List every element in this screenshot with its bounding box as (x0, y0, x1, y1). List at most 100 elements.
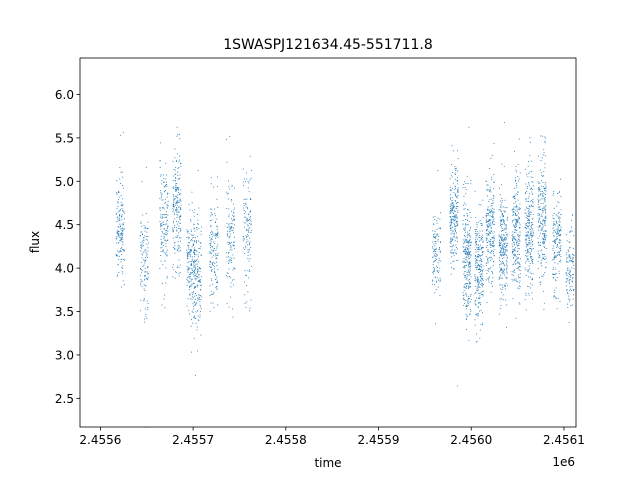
data-point (464, 208, 466, 210)
data-point (568, 251, 570, 252)
data-point (466, 240, 468, 242)
y-tick-label: 3.5 (55, 305, 74, 319)
data-point (532, 261, 533, 263)
data-point (188, 238, 190, 240)
data-point (479, 256, 481, 258)
data-point (228, 252, 229, 254)
data-point (191, 269, 193, 271)
data-point (526, 244, 528, 246)
data-point (513, 225, 515, 227)
data-point (191, 264, 193, 265)
data-point (174, 214, 176, 215)
data-point (229, 276, 230, 277)
data-point (467, 242, 469, 244)
data-point (513, 150, 515, 152)
data-point (456, 215, 458, 217)
data-point (528, 236, 530, 238)
data-point (559, 240, 561, 241)
data-point (229, 228, 231, 230)
data-point (479, 268, 481, 270)
data-point (244, 211, 246, 213)
data-point (187, 255, 189, 257)
data-point (118, 251, 120, 253)
data-point (163, 181, 165, 183)
data-point (231, 279, 233, 281)
data-point (528, 258, 529, 260)
data-point (200, 234, 202, 236)
data-point (486, 247, 488, 248)
data-point (450, 229, 452, 231)
data-point (491, 245, 493, 247)
data-point (197, 236, 199, 237)
data-point (116, 231, 118, 233)
data-point (504, 222, 505, 224)
data-point (481, 278, 483, 280)
data-point (516, 219, 518, 221)
data-point (559, 217, 561, 219)
data-point (566, 289, 568, 291)
data-point (449, 186, 451, 188)
data-point (538, 187, 539, 189)
data-point (435, 256, 437, 258)
data-point (477, 251, 479, 253)
data-point (516, 225, 518, 227)
data-point (199, 316, 201, 318)
data-point (164, 234, 166, 236)
data-point (465, 308, 467, 310)
data-point (249, 216, 251, 217)
data-point (560, 250, 562, 252)
data-point (543, 243, 545, 245)
data-point (433, 233, 435, 235)
data-point (143, 298, 145, 300)
data-point (501, 239, 503, 241)
data-point (176, 202, 178, 204)
data-point (560, 256, 562, 257)
data-point (465, 193, 467, 195)
data-point (505, 242, 507, 244)
data-point (172, 266, 174, 268)
data-point (120, 250, 122, 252)
data-point (532, 218, 534, 220)
data-point (506, 326, 507, 328)
data-point (165, 267, 167, 269)
data-point (463, 258, 465, 259)
data-point (160, 174, 162, 176)
data-point (437, 169, 439, 171)
data-point (558, 261, 560, 262)
data-point (538, 219, 540, 221)
data-point (191, 202, 193, 204)
data-point (506, 257, 508, 259)
data-point (209, 237, 211, 238)
data-point (462, 267, 464, 268)
data-point (559, 242, 561, 244)
data-point (191, 292, 193, 294)
data-point (455, 244, 457, 246)
data-point (457, 189, 458, 191)
data-point (498, 259, 500, 261)
data-point (477, 249, 479, 250)
data-point (530, 239, 532, 241)
data-point (531, 277, 533, 279)
data-point (175, 183, 177, 185)
data-point (189, 254, 191, 255)
data-point (511, 274, 513, 275)
data-point (452, 268, 454, 270)
data-point (213, 248, 215, 249)
data-point (512, 240, 513, 242)
data-point (542, 193, 543, 195)
data-point (528, 286, 530, 288)
data-point (200, 230, 202, 232)
data-point (194, 295, 196, 297)
data-point (210, 302, 212, 304)
data-point (513, 232, 515, 233)
data-point (246, 236, 248, 238)
x-tick-label: 2.4558 (265, 433, 307, 447)
data-point (491, 250, 493, 252)
data-point (250, 224, 252, 226)
data-point (140, 262, 142, 263)
data-point (213, 254, 214, 256)
data-point (160, 224, 162, 226)
data-point (457, 191, 459, 193)
data-point (228, 244, 230, 246)
data-point (530, 214, 532, 216)
